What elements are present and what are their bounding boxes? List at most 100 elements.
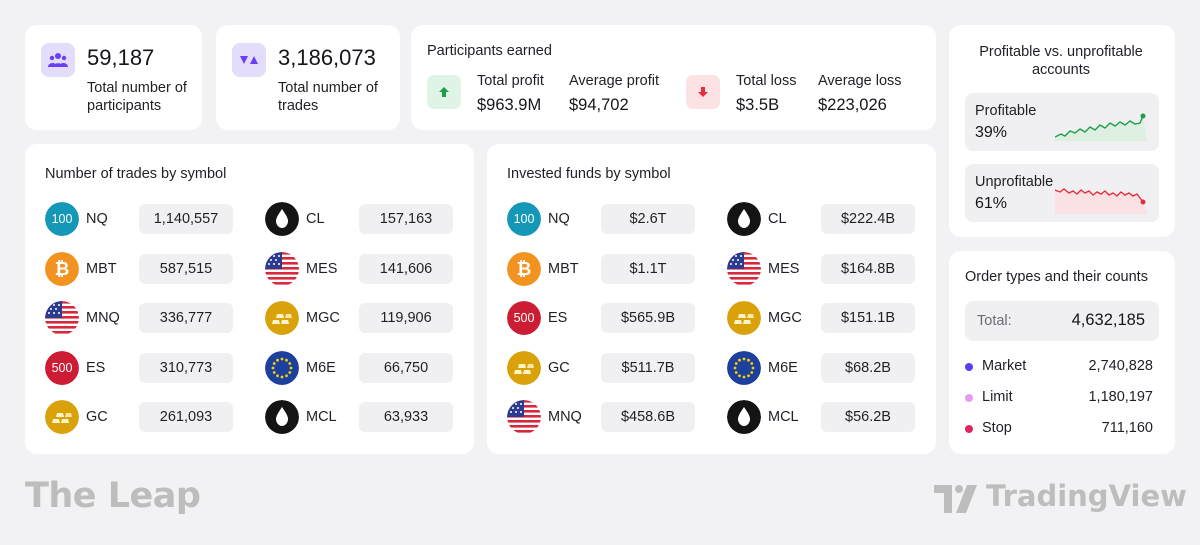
funds-symbol-row: ₿ MBT $1.1T <box>507 251 697 288</box>
average-loss-label: Average loss <box>818 73 902 89</box>
eu-flag-icon <box>727 350 761 385</box>
the-leap-logo: The Leap <box>25 476 201 516</box>
svg-text:₿: ₿ <box>517 259 532 280</box>
profitable-panel: Profitable 39% <box>965 93 1159 151</box>
unprofitable-label: Unprofitable <box>975 174 1054 190</box>
symbol-value: 587,515 <box>139 253 233 284</box>
symbol-name: MNQ <box>86 310 120 327</box>
bitcoin-icon: ₿ <box>507 251 541 286</box>
trades-symbol-row: CL 157,163 <box>265 202 455 238</box>
profitable-sparkline <box>1055 113 1147 141</box>
funds-symbol-row: GC $511.7B <box>507 350 697 387</box>
funds-symbol-row: MNQ $458.6B <box>507 400 697 436</box>
total-loss-value: $3.5B <box>736 96 780 114</box>
svg-text:₿: ₿ <box>55 259 70 280</box>
us-flag-icon <box>507 400 541 435</box>
gold-bars-icon <box>265 301 299 336</box>
symbol-name: NQ <box>86 211 108 227</box>
order-type-row: Market 2,740,828 <box>965 357 1153 377</box>
symbol-value: 141,606 <box>359 253 453 284</box>
total-profit-label: Total profit <box>477 73 544 89</box>
funds-symbol-row: MES $164.8B <box>727 251 917 288</box>
profitable-accounts-card: Profitable vs. unprofitable accounts Pro… <box>949 25 1175 237</box>
tradingview-mark-icon <box>934 485 977 513</box>
symbol-name: CL <box>768 211 787 227</box>
symbol-value: $56.2B <box>821 402 915 433</box>
participants-earned-card: Participants earned Total profit $963.9M… <box>411 25 936 130</box>
order-type-count: 1,180,197 <box>1088 389 1153 405</box>
symbol-value: 336,777 <box>139 303 233 334</box>
symbol-value: $222.4B <box>821 204 915 234</box>
trades-symbol-row: 100 NQ 1,140,557 <box>45 202 235 238</box>
trades-symbol-row: MNQ 336,777 <box>45 301 235 337</box>
symbol-value: $2.6T <box>601 204 695 234</box>
symbol-value: $565.9B <box>601 303 695 334</box>
order-type-count: 711,160 <box>1101 420 1153 436</box>
funds-symbol-row: MGC $151.1B <box>727 301 917 337</box>
total-profit-value: $963.9M <box>477 96 542 114</box>
funds-right-column: CL $222.4B MES $164.8B MGC $151.1B M6E $68.2B MC… <box>727 202 927 442</box>
trades-symbol-row: MGC 119,906 <box>265 301 455 337</box>
symbol-value: 261,093 <box>139 402 233 433</box>
oil-drop-icon <box>265 202 299 236</box>
order-type-row: Limit 1,180,197 <box>965 388 1153 408</box>
trades-symbol-row: M6E 66,750 <box>265 350 455 387</box>
symbol-value: $511.7B <box>601 352 695 383</box>
people-icon <box>41 43 75 77</box>
symbol-value: $164.8B <box>821 253 915 284</box>
oil-drop-icon <box>727 400 761 435</box>
trades-card: 3,186,073 Total number of trades <box>216 25 400 130</box>
symbol-name: MCL <box>306 409 337 426</box>
symbol-name: M6E <box>306 359 336 376</box>
trades-right-column: CL 157,163 MES 141,606 MGC 119,906 M6E 66,750 MC… <box>265 202 465 442</box>
trades-symbol-row: ₿ MBT 587,515 <box>45 251 235 288</box>
unprofitable-sparkline <box>1055 188 1147 214</box>
funds-left-column: 100 NQ $2.6T ₿ MBT $1.1T 500 ES $565.9B GC $511.7B… <box>507 202 707 442</box>
symbol-name: MES <box>306 260 338 277</box>
symbol-name: NQ <box>548 211 570 227</box>
order-type-dot <box>965 425 973 433</box>
symbol-name: MGC <box>306 310 340 327</box>
oil-drop-icon <box>265 400 299 435</box>
symbol-value: 63,933 <box>359 402 453 433</box>
average-loss-value: $223,026 <box>818 96 887 114</box>
symbol-name: GC <box>548 359 570 376</box>
order-types-title: Order types and their counts <box>965 269 1148 285</box>
eu-flag-icon <box>265 350 299 385</box>
us-flag-icon <box>727 251 761 286</box>
symbol-name: MBT <box>548 260 579 277</box>
average-profit-label: Average profit <box>569 73 660 89</box>
participants-value: 59,187 <box>87 45 155 70</box>
order-total-panel: Total: 4,632,185 <box>965 301 1159 341</box>
nq-100-icon: 100 <box>45 202 79 236</box>
funds-symbol-row: 100 NQ $2.6T <box>507 202 697 238</box>
unprofitable-pct: 61% <box>975 195 1008 212</box>
trades-left-column: 100 NQ 1,140,557 ₿ MBT 587,515 MNQ 336,777 500 ES… <box>45 202 245 442</box>
gold-bars-icon <box>727 301 761 336</box>
sp-500-icon: 500 <box>507 301 541 336</box>
order-type-label: Limit <box>982 389 1013 405</box>
symbol-name: ES <box>86 359 106 376</box>
symbol-name: MNQ <box>548 409 582 426</box>
trades-label: Total number of trades <box>278 80 378 114</box>
trades-symbol-row: GC 261,093 <box>45 400 235 436</box>
earned-title: Participants earned <box>427 43 552 59</box>
order-total-label: Total: <box>977 313 1012 329</box>
order-type-label: Market <box>982 358 1027 374</box>
total-loss-label: Total loss <box>736 73 797 89</box>
symbol-name: MBT <box>86 260 117 277</box>
symbol-value: $68.2B <box>821 352 915 383</box>
trades-by-symbol-title: Number of trades by symbol <box>45 166 227 182</box>
nq-100-icon: 100 <box>507 202 541 236</box>
profit-arrow-icon <box>427 75 461 109</box>
symbol-name: GC <box>86 409 108 426</box>
symbol-value: 119,906 <box>359 303 453 334</box>
trades-by-symbol-card: Number of trades by symbol 100 NQ 1,140,55… <box>25 144 474 454</box>
loss-arrow-icon <box>686 75 720 109</box>
order-type-label: Stop <box>982 420 1012 436</box>
gold-bars-icon <box>45 400 79 435</box>
accounts-title: Profitable vs. unprofitable accounts <box>979 44 1143 78</box>
us-flag-icon <box>265 251 299 286</box>
funds-symbol-row: CL $222.4B <box>727 202 917 238</box>
us-flag-icon <box>45 301 79 336</box>
